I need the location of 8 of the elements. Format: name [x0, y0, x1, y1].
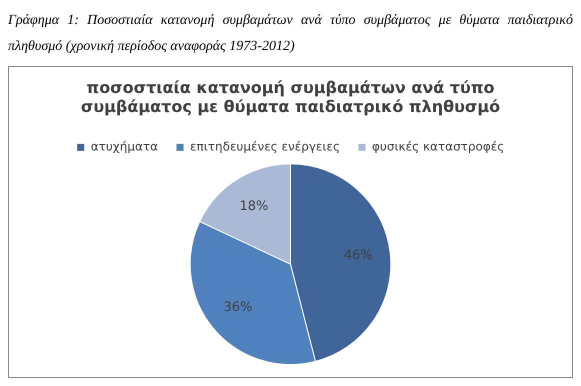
legend-label: ατυχήματα — [90, 140, 158, 154]
data-label: 18% — [240, 198, 268, 214]
legend-label: φυσικές καταστροφές — [372, 140, 504, 154]
chart-title: ποσοστιαία κατανομή συμβαμάτων ανά τύπο συμβάματος με θύματα παιδιατρικό πληθυσμό — [80, 78, 500, 116]
data-label: 46% — [344, 248, 373, 264]
data-label: 36% — [223, 300, 252, 316]
legend-label: επιτηδευμένες ενέργειες — [190, 140, 340, 154]
text: Γράφημα 1: Ποσοστιαία κατανομή συμβαμάτων ανά τύπο συμβάματος με θύματα παιδιατρικό πληθυσμό (χρονική περίοδος αναφοράς 1973-2012) — [8, 12, 573, 56]
